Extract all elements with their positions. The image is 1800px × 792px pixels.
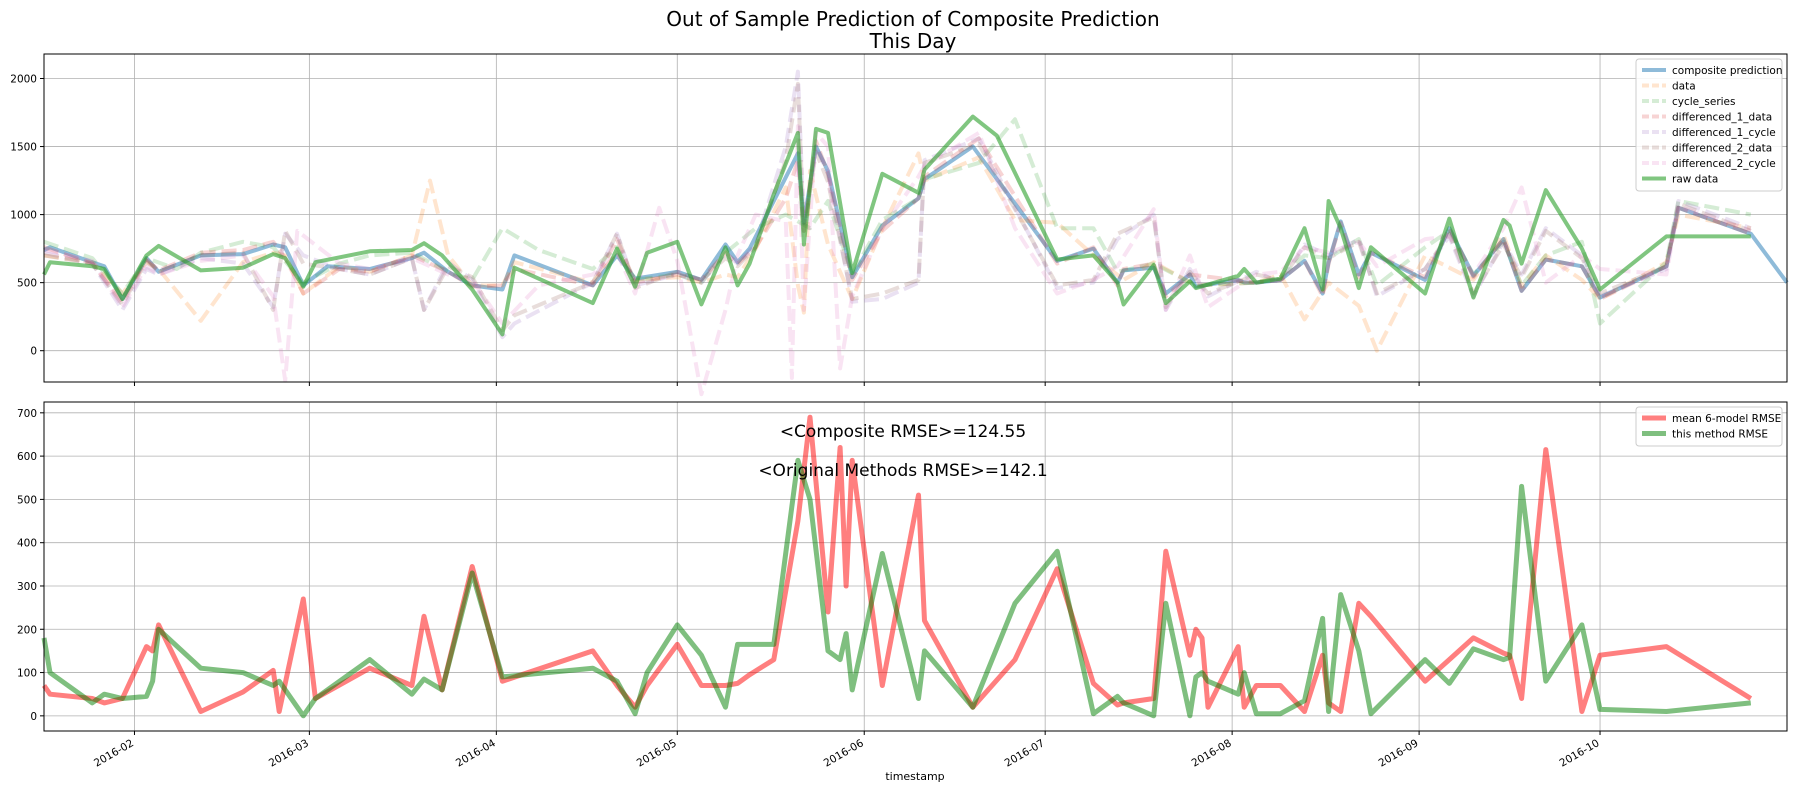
legend-label: raw data (1672, 174, 1718, 186)
bottom-grid (44, 402, 1787, 731)
bottom-axes-frame (43, 401, 1788, 732)
legend-label: differenced_2_data (1672, 143, 1772, 155)
legend-label: this method RMSE (1672, 429, 1768, 441)
legend-label: differenced_2_cycle (1672, 158, 1776, 170)
top-grid (44, 54, 1787, 382)
bottom-y-ticks: 0 100 200 300 400 500 600 700 (17, 408, 44, 723)
y-tick-label: 500 (17, 278, 37, 290)
legend-box (1635, 58, 1783, 192)
series-line-differenced-2-cycle (43, 124, 1752, 397)
y-tick-label: 1000 (10, 210, 37, 222)
y-tick-label: 300 (17, 581, 37, 593)
series-line-mean-6-model-rmse (41, 414, 1753, 714)
top-panel: 0 500 1000 1500 2000 composite prediction dat… (10, 53, 1789, 397)
top-x-ticks (133, 382, 1601, 386)
y-tick-label: 500 (17, 494, 37, 506)
legend-label: cycle_series (1672, 96, 1735, 108)
series-line-differenced-1-data (43, 136, 1752, 304)
chart-title-line1: Out of Sample Prediction of Composite Pr… (666, 7, 1159, 31)
y-tick-label: 600 (17, 451, 37, 463)
x-axis-label: timestamp (885, 770, 944, 783)
series-line-raw-data (42, 114, 1751, 337)
series-line-differenced-2-data (43, 81, 1752, 333)
y-tick-label: 200 (17, 624, 37, 636)
top-series (42, 69, 1789, 397)
top-legend: composite prediction data cycle_seriesdiff… (1635, 58, 1783, 192)
series-line-this-method-rmse (41, 457, 1752, 719)
y-tick-label: 0 (30, 711, 37, 723)
legend-label: composite prediction (1672, 65, 1783, 77)
top-axes-frame (43, 53, 1788, 383)
y-tick-label: 0 (30, 346, 37, 358)
original-rmse-annotation: <Original Methods RMSE>=142.1 (758, 461, 1047, 481)
series-line-differenced-1-cycle (43, 69, 1752, 340)
series-line-data (43, 151, 1752, 353)
composite-rmse-annotation: <Composite RMSE>=124.55 (780, 422, 1026, 442)
legend-label: mean 6-model RMSE (1672, 413, 1781, 425)
legend-label: differenced_1_data (1672, 112, 1772, 124)
y-tick-label: 100 (17, 668, 37, 680)
legend-label: data (1672, 81, 1696, 93)
legend-label: differenced_1_cycle (1672, 127, 1776, 139)
top-y-ticks: 0 500 1000 1500 2000 (10, 73, 44, 358)
y-tick-label: 2000 (10, 73, 37, 85)
legend-box (1635, 406, 1783, 447)
chart-title-line2: This Day (869, 29, 957, 53)
y-tick-label: 1500 (10, 142, 37, 154)
bottom-series (41, 414, 1753, 719)
bottom-legend: mean 6-model RMSE this method RMSE (1635, 406, 1783, 447)
y-tick-label: 700 (17, 408, 37, 420)
y-tick-label: 400 (17, 538, 37, 550)
